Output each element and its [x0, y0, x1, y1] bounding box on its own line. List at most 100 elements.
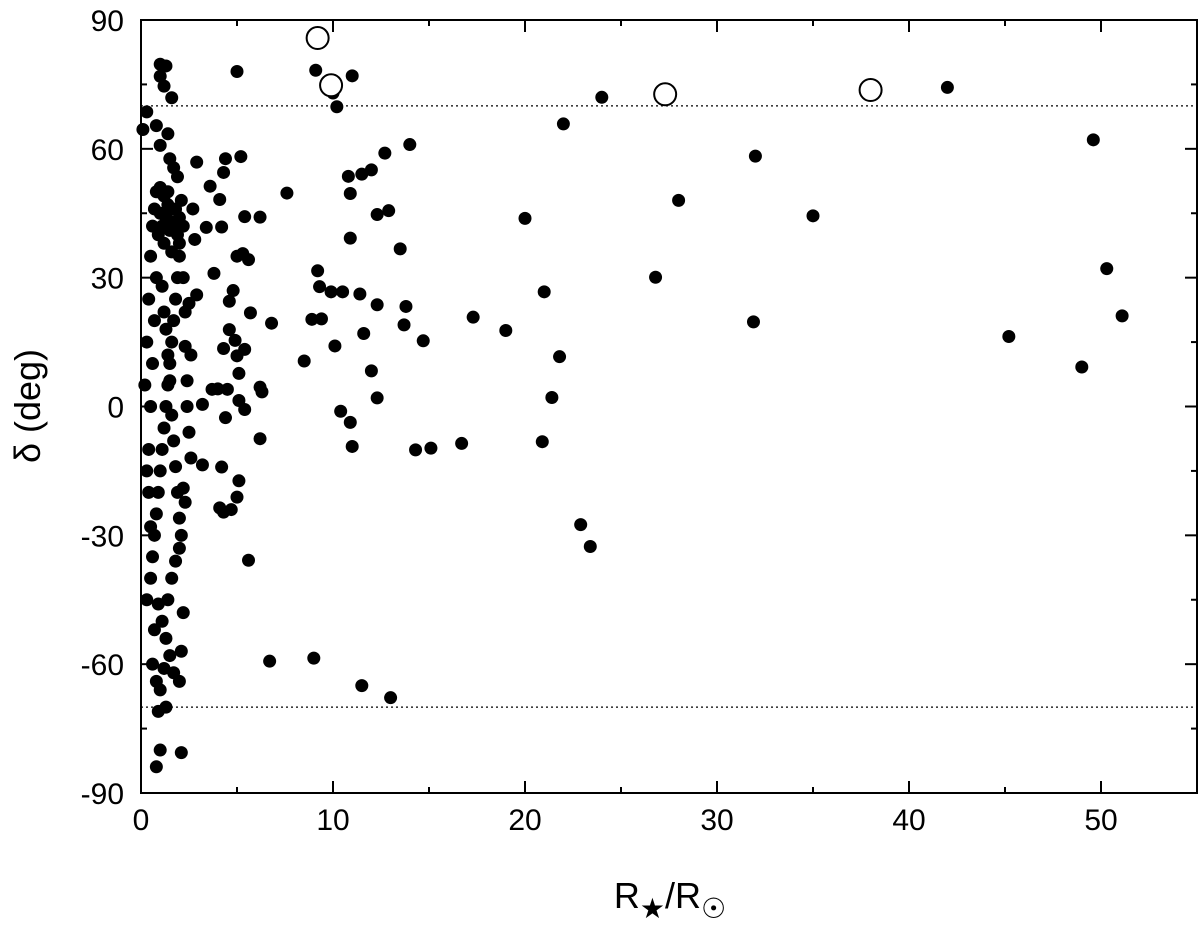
- filled-point: [243, 306, 257, 320]
- filled-point: [161, 348, 175, 362]
- filled-point: [157, 79, 171, 93]
- x-axis-label: R★/R☉: [614, 875, 726, 924]
- filled-point: [167, 434, 181, 448]
- filled-point: [149, 760, 163, 774]
- filled-point: [224, 503, 238, 517]
- filled-point: [341, 169, 355, 183]
- filled-point: [170, 170, 184, 184]
- plot-frame: [140, 19, 1198, 794]
- filled-point: [147, 314, 161, 328]
- open-point: [653, 82, 678, 107]
- filled-point: [155, 279, 169, 293]
- x-tick-label: 40: [892, 804, 925, 837]
- filled-point: [174, 644, 188, 658]
- y-tick-label: -60: [81, 649, 124, 682]
- x-tick-label: 30: [700, 804, 733, 837]
- filled-point: [136, 123, 150, 137]
- filled-point: [583, 539, 597, 553]
- filled-point: [159, 59, 173, 73]
- filled-point: [170, 485, 184, 499]
- filled-point: [255, 385, 269, 399]
- filled-point: [184, 348, 198, 362]
- filled-point: [161, 593, 175, 607]
- filled-point: [169, 223, 183, 237]
- filled-point: [311, 264, 325, 278]
- filled-point: [174, 193, 188, 207]
- filled-point: [190, 155, 204, 169]
- filled-point: [222, 323, 236, 337]
- open-point: [305, 26, 330, 51]
- filled-point: [232, 366, 246, 380]
- filled-point: [230, 65, 244, 79]
- y-tick-label: -90: [81, 778, 124, 811]
- filled-point: [176, 606, 190, 620]
- filled-point: [142, 442, 156, 456]
- filled-point: [218, 152, 232, 166]
- filled-point: [205, 382, 219, 396]
- filled-point: [556, 117, 570, 131]
- filled-point: [188, 232, 202, 246]
- filled-point: [242, 553, 256, 567]
- x-tick-label: 10: [316, 804, 349, 837]
- filled-point: [157, 421, 171, 435]
- filled-point: [151, 485, 165, 499]
- y-tick-label: 0: [107, 392, 124, 425]
- filled-point: [195, 397, 209, 411]
- filled-point: [147, 623, 161, 637]
- filled-point: [165, 202, 179, 216]
- filled-point: [176, 271, 190, 285]
- filled-point: [167, 314, 181, 328]
- filled-point: [370, 298, 384, 312]
- filled-point: [159, 631, 173, 645]
- filled-point: [314, 312, 328, 326]
- y-tick-label: -30: [81, 520, 124, 553]
- filled-point: [178, 495, 192, 509]
- filled-point: [140, 105, 154, 119]
- filled-point: [172, 511, 186, 525]
- filled-point: [226, 284, 240, 298]
- filled-point: [153, 683, 167, 697]
- filled-point: [595, 90, 609, 104]
- filled-point: [518, 211, 532, 225]
- filled-point: [1086, 133, 1100, 147]
- filled-point: [230, 490, 244, 504]
- filled-point: [169, 554, 183, 568]
- filled-point: [144, 520, 158, 534]
- filled-point: [343, 415, 357, 429]
- filled-point: [172, 236, 186, 250]
- filled-point: [343, 186, 357, 200]
- filled-point: [940, 80, 954, 94]
- filled-point: [157, 661, 171, 675]
- filled-point: [574, 518, 588, 532]
- filled-point: [466, 310, 480, 324]
- filled-point: [343, 231, 357, 245]
- open-point: [858, 77, 883, 102]
- filled-point: [146, 550, 160, 564]
- filled-point: [165, 335, 179, 349]
- filled-point: [748, 149, 762, 163]
- filled-point: [215, 220, 229, 234]
- filled-point: [353, 287, 367, 301]
- filled-point: [253, 210, 267, 224]
- filled-point: [499, 323, 513, 337]
- filled-point: [165, 91, 179, 105]
- x-tick-label: 0: [133, 804, 150, 837]
- filled-point: [370, 391, 384, 405]
- filled-point: [161, 127, 175, 141]
- filled-point: [180, 374, 194, 388]
- filled-point: [1115, 309, 1129, 323]
- filled-point: [253, 432, 267, 446]
- filled-point: [324, 285, 338, 299]
- filled-point: [336, 285, 350, 299]
- filled-point: [309, 63, 323, 77]
- data-points: [136, 26, 1129, 774]
- filled-point: [161, 185, 175, 199]
- filled-point: [345, 69, 359, 83]
- y-tick-label: 90: [91, 5, 124, 38]
- filled-point: [313, 280, 327, 294]
- filled-point: [370, 208, 384, 222]
- filled-point: [535, 435, 549, 449]
- filled-point: [416, 334, 430, 348]
- filled-point: [144, 249, 158, 263]
- filled-point: [217, 342, 231, 356]
